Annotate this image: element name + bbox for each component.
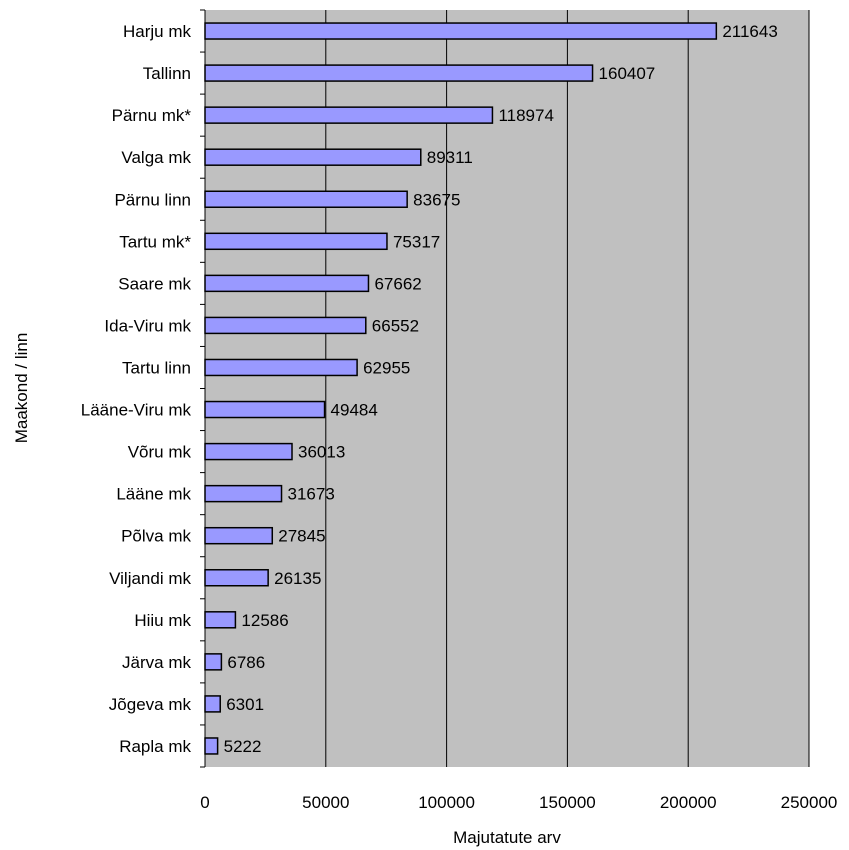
bar — [204, 22, 718, 40]
value-label: 66552 — [372, 316, 419, 335]
x-tick-label: 150000 — [539, 793, 596, 812]
bar — [204, 737, 219, 755]
value-label: 62955 — [363, 358, 410, 377]
value-label: 6786 — [227, 653, 265, 672]
category-label: Saare mk — [118, 274, 191, 293]
category-label: Jõgeva mk — [109, 695, 192, 714]
gridlines — [325, 10, 810, 767]
value-label: 36013 — [298, 443, 345, 462]
bar — [204, 64, 594, 82]
x-tick-label: 250000 — [781, 793, 838, 812]
bar — [204, 274, 370, 293]
y-axis-title: Maakond / linn — [12, 333, 31, 444]
bar — [204, 400, 326, 419]
value-label: 89311 — [427, 148, 473, 167]
category-label: Lääne mk — [116, 485, 191, 504]
bar — [204, 190, 408, 208]
x-tick-label: 100000 — [418, 793, 475, 812]
category-label: Ida-Viru mk — [104, 316, 191, 335]
bar — [204, 148, 422, 166]
value-label: 49484 — [331, 401, 378, 420]
category-label: Võru mk — [128, 443, 192, 462]
bar — [204, 611, 237, 629]
category-label: Valga mk — [121, 148, 191, 167]
value-label: 75317 — [393, 232, 440, 251]
axes — [200, 9, 206, 768]
labels: Harju mk 211643 Tallinn 160407 Pärnu mk* 1189… — [81, 22, 838, 812]
value-label: 26135 — [274, 569, 321, 588]
bar — [204, 232, 388, 251]
bar — [204, 484, 283, 503]
value-label: 6301 — [226, 695, 264, 714]
x-tick-label: 200000 — [660, 793, 717, 812]
category-label: Pärnu mk* — [112, 106, 192, 125]
category-label: Põlva mk — [121, 527, 191, 546]
bar — [204, 569, 269, 587]
bar — [204, 695, 221, 713]
plot-area — [205, 10, 809, 767]
bar — [204, 106, 494, 124]
value-label: 12586 — [241, 611, 288, 630]
x-tick-label: 0 — [200, 793, 209, 812]
bar — [204, 316, 367, 335]
category-label: Harju mk — [123, 22, 192, 41]
bar — [204, 526, 274, 545]
category-label: Tallinn — [143, 64, 191, 83]
bar — [204, 358, 358, 377]
value-label: 118974 — [498, 106, 553, 125]
category-label: Pärnu linn — [114, 190, 191, 209]
value-label: 27845 — [278, 527, 325, 546]
value-label: 5222 — [224, 737, 262, 756]
category-label: Tartu mk* — [119, 232, 191, 251]
category-label: Hiiu mk — [134, 611, 191, 630]
bar — [204, 442, 293, 461]
value-label: 67662 — [374, 274, 421, 293]
category-label: Viljandi mk — [109, 569, 191, 588]
x-axis-title: Majutatute arv — [453, 828, 561, 847]
x-tick-label: 50000 — [302, 793, 349, 812]
category-label: Järva mk — [122, 653, 191, 672]
value-label: 160407 — [599, 64, 656, 83]
bars — [204, 22, 718, 755]
value-label: 83675 — [413, 190, 460, 209]
bar — [204, 653, 223, 671]
category-label: Lääne-Viru mk — [81, 401, 192, 420]
value-label: 31673 — [288, 485, 335, 504]
value-label: 211643 — [722, 22, 777, 41]
category-label: Rapla mk — [119, 737, 191, 756]
category-label: Tartu linn — [122, 358, 191, 377]
